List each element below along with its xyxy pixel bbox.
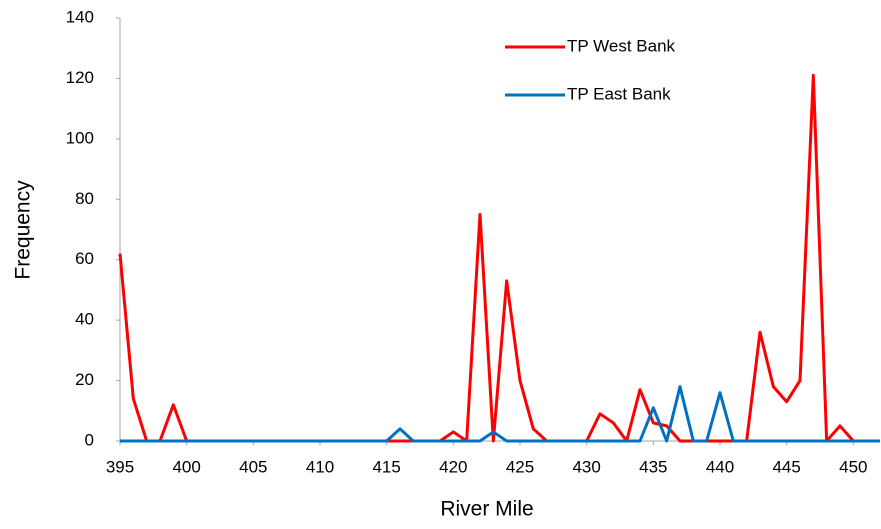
data-line bbox=[118, 73, 880, 443]
y-tick-label: 100 bbox=[66, 128, 94, 147]
y-tick-label: 20 bbox=[75, 370, 94, 389]
x-tick-label: 450 bbox=[839, 457, 867, 476]
y-tick-label: 120 bbox=[66, 68, 94, 87]
x-tick-label: 415 bbox=[372, 457, 400, 476]
x-tick-label: 395 bbox=[106, 457, 134, 476]
y-tick-label: 40 bbox=[75, 310, 94, 329]
x-tick-label: 440 bbox=[706, 457, 734, 476]
x-tick-label: 405 bbox=[239, 457, 267, 476]
y-tick-label: 0 bbox=[85, 430, 94, 449]
x-tick-label: 445 bbox=[772, 457, 800, 476]
x-axis-title: River Mile bbox=[440, 498, 533, 521]
x-tick-label: 430 bbox=[572, 457, 600, 476]
x-tick-label: 435 bbox=[639, 457, 667, 476]
x-tick-label: 425 bbox=[506, 457, 534, 476]
legend-label: TP West Bank bbox=[567, 36, 676, 55]
x-tick-label: 410 bbox=[306, 457, 334, 476]
y-tick-label: 140 bbox=[66, 7, 94, 26]
legend-label: TP East Bank bbox=[567, 84, 671, 103]
y-axis-title: Frequency bbox=[12, 180, 35, 280]
x-tick-label: 420 bbox=[439, 457, 467, 476]
y-tick-label: 80 bbox=[75, 189, 94, 208]
data-line bbox=[120, 385, 880, 443]
x-tick-label: 400 bbox=[172, 457, 200, 476]
y-tick-label: 60 bbox=[75, 249, 94, 268]
